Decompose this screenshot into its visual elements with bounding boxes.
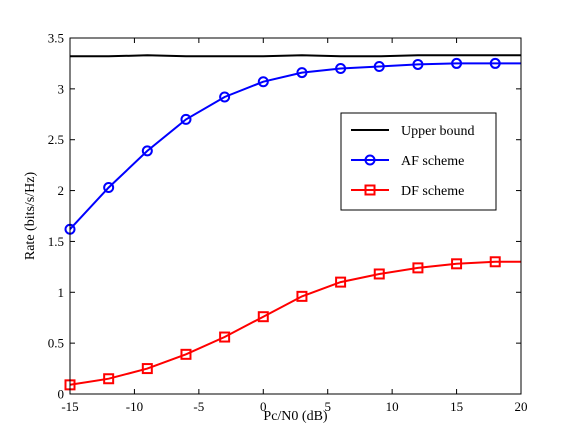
data-point-marker: [180, 113, 192, 125]
data-point-marker: [451, 258, 463, 270]
legend-marker-sample: [364, 184, 376, 196]
data-point-marker: [219, 91, 231, 103]
x-tick-label: 20: [515, 399, 528, 414]
series-df-scheme: [64, 256, 521, 391]
data-point-marker: [103, 182, 115, 194]
x-tick-label: -10: [126, 399, 143, 414]
data-point-marker: [296, 290, 308, 302]
plot-area: [64, 54, 521, 391]
data-point-marker: [219, 331, 231, 343]
data-point-marker: [335, 63, 347, 75]
x-tick-label: 5: [324, 399, 331, 414]
data-point-marker: [141, 145, 153, 157]
y-tick-label: 2.5: [48, 132, 64, 147]
legend-label: Upper bound: [401, 124, 475, 139]
series-line: [70, 54, 521, 58]
legend-entry: Upper bound: [351, 124, 475, 139]
data-point-marker: [257, 311, 269, 323]
data-point-marker: [257, 76, 269, 88]
data-point-marker: [412, 58, 424, 70]
data-point-marker: [296, 67, 308, 79]
y-tick-label: 2: [58, 183, 65, 198]
x-tick-label: 15: [450, 399, 463, 414]
data-point-marker: [373, 60, 385, 72]
series-af-scheme: [64, 57, 521, 235]
legend-marker-sample: [364, 154, 376, 166]
series-line: [69, 260, 521, 386]
y-axis-title: Rate (bits/s/Hz): [23, 172, 38, 261]
y-tick-label: 3: [58, 81, 65, 96]
x-tick-label: 0: [260, 399, 267, 414]
y-tick-label: 0: [58, 387, 65, 402]
axes: -15 -10 -5 0 5 10 15 20 0 0.5 1 1.5 2 2.5 3 3.5 Pc/N0 (d…: [23, 31, 528, 425]
series-line: [69, 62, 521, 230]
y-tick-label: 3.5: [48, 31, 64, 46]
legend-label: DF scheme: [401, 184, 464, 199]
data-point-marker: [451, 57, 463, 69]
legend-entry: AF scheme: [351, 154, 464, 169]
data-point-marker: [180, 348, 192, 360]
data-point-marker: [141, 363, 153, 375]
y-tick-label: 1: [58, 285, 65, 300]
data-point-marker: [373, 268, 385, 280]
legend: Upper bound AF scheme DF scheme: [340, 112, 497, 211]
y-tick-label: 1.5: [48, 234, 64, 249]
data-point-marker: [412, 262, 424, 274]
x-tick-label: 10: [386, 399, 399, 414]
series-upper-bound: [70, 54, 521, 58]
x-tick-label: -15: [61, 399, 78, 414]
legend-entry: DF scheme: [351, 184, 464, 199]
y-tick-label: 0.5: [48, 336, 64, 351]
x-axis-title: Pc/N0 (dB): [263, 409, 328, 424]
data-point-marker: [335, 276, 347, 288]
plot-frame: [69, 37, 522, 395]
legend-label: AF scheme: [401, 154, 464, 169]
data-point-marker: [103, 373, 115, 385]
data-point-marker: [489, 256, 501, 268]
x-tick-label: -5: [193, 399, 204, 414]
data-point-marker: [489, 57, 501, 69]
